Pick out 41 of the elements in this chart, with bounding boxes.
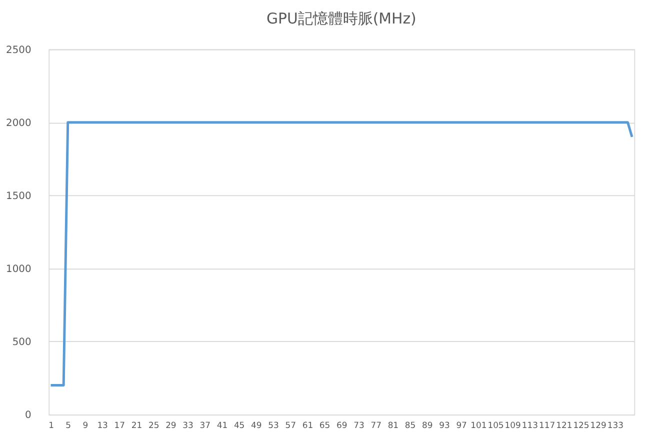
x-tick-label: 5 xyxy=(66,420,72,430)
x-tick-label: 29 xyxy=(166,420,176,430)
x-tick-label: 89 xyxy=(422,420,433,430)
y-tick-label: 500 xyxy=(12,336,32,348)
x-tick-label: 125 xyxy=(573,420,590,430)
x-tick-label: 113 xyxy=(522,420,538,430)
x-tick-label: 81 xyxy=(388,420,399,430)
x-tick-label: 41 xyxy=(216,420,228,430)
x-tick-label: 13 xyxy=(97,420,108,430)
y-tick-label: 0 xyxy=(24,410,32,421)
x-tick-label: 121 xyxy=(556,420,572,430)
y-tick-label: 1000 xyxy=(6,264,32,275)
x-tick-label: 69 xyxy=(336,420,348,430)
x-tick-label: 53 xyxy=(268,420,279,430)
x-tick-label: 37 xyxy=(200,420,210,430)
x-tick-label: 1 xyxy=(48,420,54,430)
x-tick-label: 93 xyxy=(439,420,450,430)
x-tick-label: 73 xyxy=(354,420,364,430)
x-tick-label: 97 xyxy=(456,420,467,430)
x-tick-label: 49 xyxy=(251,420,262,430)
x-tick-label: 61 xyxy=(302,420,314,430)
x-tick-label: 85 xyxy=(404,420,416,430)
chart-title: GPU記憶體時脈(MHz) xyxy=(266,9,416,28)
x-tick-label: 109 xyxy=(504,420,521,430)
x-tick-label: 129 xyxy=(590,420,606,430)
x-tick-label: 9 xyxy=(82,420,88,430)
x-tick-label: 33 xyxy=(182,420,194,430)
x-tick-label: 117 xyxy=(538,420,556,430)
x-tick-label: 77 xyxy=(370,420,382,430)
y-tick-label: 2500 xyxy=(6,44,32,56)
x-tick-label: 21 xyxy=(131,420,142,430)
x-tick-label: 17 xyxy=(114,420,126,430)
x-tick-label: 25 xyxy=(148,420,160,430)
x-tick-label: 133 xyxy=(607,420,624,430)
x-tick-label: 45 xyxy=(234,420,245,430)
y-tick-label: 2000 xyxy=(6,118,32,129)
y-tick-label: 1500 xyxy=(6,190,32,202)
x-tick-label: 57 xyxy=(285,420,296,430)
x-tick-label: 105 xyxy=(488,420,504,430)
x-tick-label: 101 xyxy=(470,420,487,430)
x-tick-label: 65 xyxy=(319,420,330,430)
